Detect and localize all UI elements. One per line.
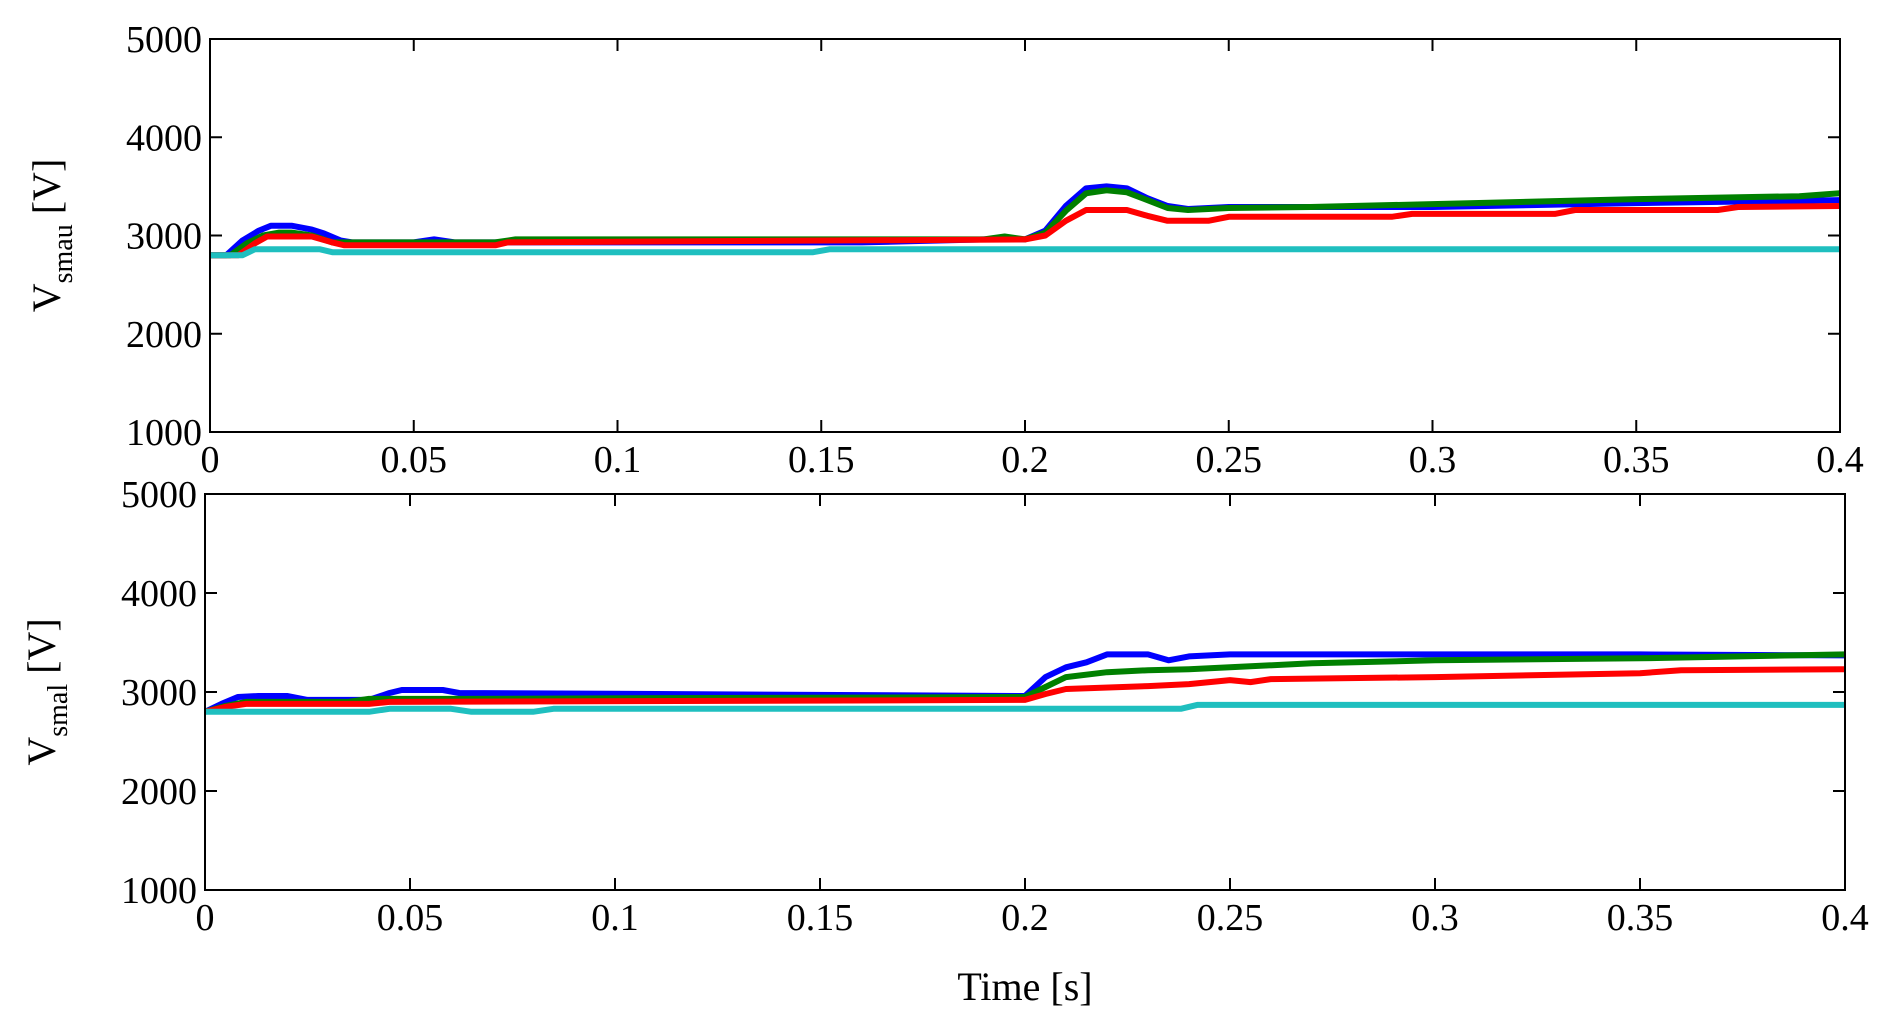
y-tick-label: 4000 [121, 573, 197, 615]
x-tick-label: 0.2 [1001, 439, 1049, 481]
y-tick-label: 2000 [121, 771, 197, 813]
x-tick-label: 0.35 [1603, 439, 1670, 481]
x-tick-label: 0.4 [1816, 439, 1864, 481]
x-tick-label: 0.25 [1196, 439, 1263, 481]
y-axis-title: Vsmal [V] [19, 618, 74, 765]
x-tick-label: 0.3 [1409, 439, 1457, 481]
y-tick-label: 3000 [121, 672, 197, 714]
y-tick-label: 5000 [126, 19, 202, 61]
x-tick-label: 0.2 [1001, 897, 1049, 939]
series-line-cyan [205, 701, 1845, 715]
x-tick-label: 0.25 [1197, 897, 1264, 939]
series-group [210, 183, 1840, 259]
y-axis-title: Vsmau [V] [24, 159, 79, 313]
x-tick-label: 0.15 [787, 897, 854, 939]
x-tick-label: 0.1 [594, 439, 642, 481]
y-tick-label: 1000 [121, 870, 197, 912]
y-tick-label: 1000 [126, 412, 202, 454]
upper-plot-panel: 0 0.05 0.1 0.15 0.2 0.25 0.3 0.35 0.4 1000 2000 300… [24, 19, 1864, 481]
y-tick-label: 4000 [126, 117, 202, 159]
x-tick-label: 0 [201, 439, 220, 481]
x-tick-label: 0.05 [377, 897, 444, 939]
x-tick-label: 0 [196, 897, 215, 939]
x-tick-label: 0.3 [1411, 897, 1459, 939]
axes-box [209, 38, 1841, 433]
series-line-red [205, 666, 1845, 715]
y-tick-label: 2000 [126, 314, 202, 356]
x-tick-label: 0.15 [788, 439, 855, 481]
series-group [205, 651, 1845, 715]
x-tick-label: 0.1 [591, 897, 639, 939]
x-tick-label: 0.05 [381, 439, 448, 481]
y-tick-label: 5000 [121, 474, 197, 516]
series-line-cyan [210, 246, 1840, 259]
y-tick-label: 3000 [126, 216, 202, 258]
lower-plot-panel: 0 0.05 0.1 0.15 0.2 0.25 0.3 0.35 0.4 1000 2000 300… [19, 474, 1869, 1009]
x-axis-title: Time [s] [957, 964, 1092, 1009]
x-tick-label: 0.4 [1821, 897, 1869, 939]
series-line-red [210, 203, 1840, 259]
x-tick-label: 0.35 [1607, 897, 1674, 939]
